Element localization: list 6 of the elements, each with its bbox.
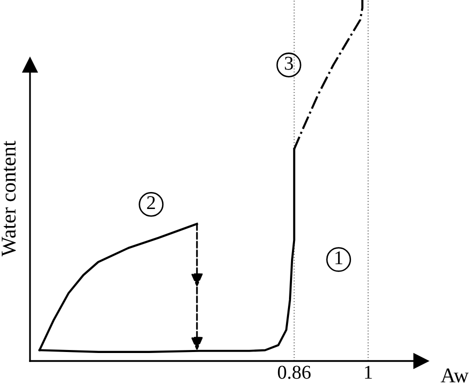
annotation: 1 bbox=[335, 251, 342, 264]
y-axis-title: Water content bbox=[2, 140, 16, 256]
annotation: 3 bbox=[284, 56, 293, 70]
x-tick-label: 0.86 bbox=[278, 366, 311, 379]
x-axis-title: Aw bbox=[440, 368, 469, 382]
annotation: 2 bbox=[147, 196, 155, 210]
